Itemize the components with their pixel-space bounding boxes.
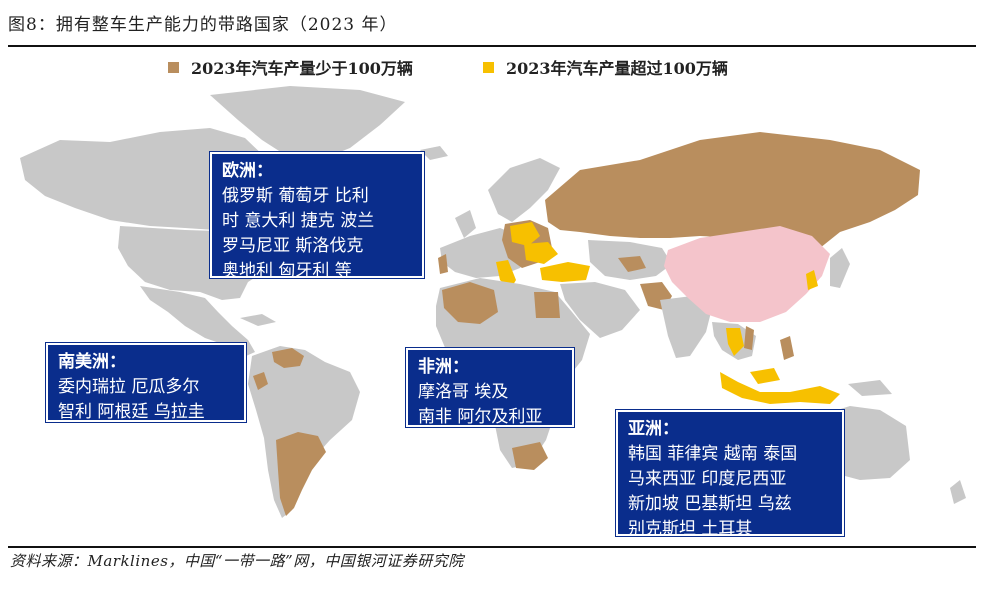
- region-line: 马来西亚 印度尼西亚: [628, 469, 787, 489]
- russia: [545, 132, 920, 250]
- region-line: 摩洛哥 埃及: [418, 382, 509, 402]
- chile-argentina-uruguay: [276, 432, 326, 516]
- region-line: 南非 阿尔及利亚: [418, 407, 543, 427]
- legend-label-under-1m: 2023年汽车产量少于100万辆: [191, 59, 413, 78]
- malaysia: [750, 368, 780, 384]
- region-line: 韩国 菲律宾 越南 泰国: [628, 444, 798, 464]
- venezuela: [272, 348, 304, 368]
- new-zealand: [950, 480, 966, 504]
- india: [660, 296, 712, 358]
- uk: [455, 210, 476, 238]
- legend-item-over-1m: 2023年汽车产量超过100万辆: [482, 55, 728, 79]
- uzbekistan: [618, 256, 646, 272]
- region-line: 时 意大利 捷克 波兰: [222, 211, 375, 231]
- region-heading-africa: 非洲：: [418, 357, 469, 377]
- japan: [830, 248, 850, 288]
- region-line: 奥地利 匈牙利 等: [222, 261, 352, 281]
- morocco-algeria: [442, 282, 498, 324]
- legend-label-over-1m: 2023年汽车产量超过100万辆: [505, 59, 728, 78]
- south-america: [248, 346, 360, 518]
- legend-swatch-over-1m: [482, 61, 494, 73]
- scandinavia: [488, 158, 560, 222]
- region-line: 智利 阿根廷 乌拉圭: [58, 402, 205, 422]
- region-heading-south-america: 南美洲：: [58, 352, 126, 372]
- region-line: 新加坡 巴基斯坦 乌兹: [628, 494, 792, 514]
- south-africa: [512, 442, 548, 470]
- portugal: [438, 254, 448, 274]
- legend-swatch-under-1m: [168, 61, 179, 73]
- iceland: [420, 146, 448, 160]
- poland-czechia: [510, 222, 540, 246]
- thailand: [726, 328, 744, 356]
- korea: [806, 270, 818, 290]
- region-box-africa: 非洲： 摩洛哥 埃及 南非 阿尔及利亚: [406, 348, 574, 427]
- caribbean: [240, 314, 276, 326]
- egypt: [534, 292, 560, 318]
- romania-slovakia: [524, 242, 558, 264]
- region-line: 罗马尼亚 斯洛伐克: [222, 236, 364, 256]
- papua: [848, 380, 892, 396]
- source-note: 资料来源：Marklines，中国“一带一路”网，中国银河证券研究院: [10, 552, 464, 570]
- region-box-south-america: 南美洲： 委内瑞拉 厄瓜多尔 智利 阿根廷 乌拉圭: [46, 343, 246, 422]
- indonesia: [720, 372, 840, 404]
- italy: [496, 260, 516, 290]
- greenland: [210, 86, 405, 160]
- middle-east: [560, 282, 640, 338]
- region-line: 俄罗斯 葡萄牙 比利: [222, 186, 369, 206]
- world-map: [20, 86, 966, 518]
- bottom-rule: [8, 546, 976, 548]
- region-heading-europe: 欧洲：: [222, 161, 273, 181]
- ecuador: [253, 372, 268, 390]
- legend-item-under-1m: 2023年汽车产量少于100万辆: [168, 55, 413, 79]
- region-box-europe: 欧洲： 俄罗斯 葡萄牙 比利 时 意大利 捷克 波兰 罗马尼亚 斯洛伐克 奥地利…: [210, 152, 424, 281]
- region-line: 委内瑞拉 厄瓜多尔: [58, 377, 200, 397]
- region-heading-asia: 亚洲：: [628, 419, 679, 439]
- region-line: 别克斯坦 土耳其: [628, 519, 753, 539]
- figure-title: 图8：拥有整车生产能力的带路国家（2023 年）: [8, 15, 398, 35]
- region-box-asia: 亚洲： 韩国 菲律宾 越南 泰国 马来西亚 印度尼西亚 新加坡 巴基斯坦 乌兹 …: [616, 410, 844, 539]
- philippines: [780, 336, 794, 360]
- central-america: [140, 286, 255, 356]
- turkey: [540, 262, 590, 282]
- top-rule: [8, 45, 976, 47]
- map-legend: 2023年汽车产量少于100万辆 2023年汽车产量超过100万辆: [168, 55, 798, 79]
- vietnam: [744, 326, 754, 350]
- china: [664, 226, 830, 322]
